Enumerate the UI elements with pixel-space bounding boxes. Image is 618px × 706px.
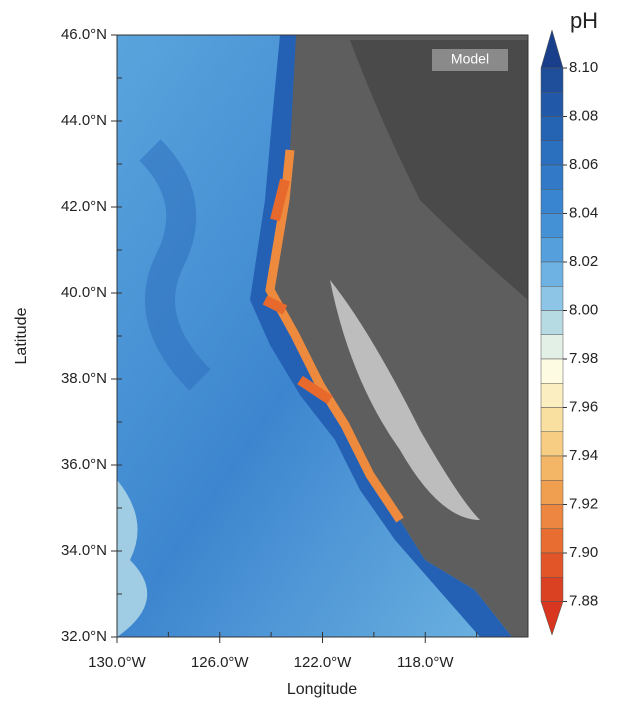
colorbar-segment bbox=[540, 189, 564, 214]
colorbar-tick-label: 8.04 bbox=[569, 204, 598, 221]
colorbar-segment bbox=[540, 552, 564, 578]
y-tick-label: 44.0°N bbox=[61, 112, 107, 129]
colorbar-tick-label: 8.08 bbox=[569, 107, 598, 124]
colorbar-segment bbox=[540, 334, 564, 360]
colorbar-tick-label: 7.94 bbox=[569, 447, 598, 464]
colorbar-tick-label: 8.02 bbox=[569, 253, 598, 270]
colorbar-tick-label: 8.06 bbox=[569, 156, 598, 173]
colorbar-segment bbox=[540, 431, 564, 457]
y-tick-label: 46.0°N bbox=[61, 26, 107, 43]
colorbar-tick-label: 8.00 bbox=[569, 301, 598, 318]
colorbar-segment bbox=[540, 383, 564, 408]
colorbar-tick-label: 7.92 bbox=[569, 495, 598, 512]
colorbar-segment bbox=[540, 164, 564, 190]
colorbar-segment bbox=[540, 261, 564, 287]
x-axis-title: Longitude bbox=[287, 681, 357, 698]
colorbar-segment bbox=[540, 67, 564, 93]
colorbar-segment bbox=[540, 358, 564, 384]
x-tick-label: 126.0°W bbox=[191, 654, 250, 671]
colorbar-segment bbox=[540, 286, 564, 311]
y-tick-label: 40.0°N bbox=[61, 284, 107, 301]
colorbar-segment bbox=[540, 92, 564, 117]
x-tick-label: 118.0°W bbox=[397, 654, 454, 671]
colorbar-segment bbox=[540, 140, 564, 166]
colorbar-tick-label: 7.98 bbox=[569, 350, 598, 367]
colorbar-segment bbox=[540, 480, 564, 505]
colorbar-tick-label: 7.96 bbox=[569, 398, 598, 415]
colorbar-title: pH bbox=[570, 8, 598, 33]
y-tick-label: 34.0°N bbox=[61, 542, 107, 559]
x-tick-label: 122.0°W bbox=[294, 654, 353, 671]
colorbar-tick-label: 7.88 bbox=[569, 592, 598, 609]
y-tick-label: 32.0°N bbox=[61, 628, 107, 645]
colorbar-segment bbox=[540, 310, 564, 335]
colorbar-segment bbox=[540, 213, 564, 238]
map-label: Model bbox=[451, 51, 489, 67]
y-tick-label: 36.0°N bbox=[61, 456, 107, 473]
colorbar-tick-label: 7.90 bbox=[569, 544, 598, 561]
colorbar-segment bbox=[540, 116, 564, 141]
x-tick-label: 130.0°W bbox=[88, 654, 147, 671]
y-axis-title: Latitude bbox=[13, 307, 30, 364]
colorbar-top bbox=[540, 29, 564, 69]
colorbar-bottom bbox=[540, 601, 564, 636]
colorbar-segment bbox=[540, 407, 564, 432]
colorbar-segment bbox=[540, 504, 564, 529]
colorbar-segment bbox=[540, 577, 564, 602]
colorbar-segment bbox=[540, 528, 564, 554]
colorbar-segment bbox=[540, 455, 564, 481]
colorbar-tick-label: 8.10 bbox=[569, 59, 598, 76]
label-box bbox=[432, 49, 508, 71]
y-tick-label: 38.0°N bbox=[61, 370, 107, 387]
map-area bbox=[117, 35, 528, 637]
y-tick-label: 42.0°N bbox=[61, 198, 107, 215]
colorbar-segment bbox=[540, 237, 564, 263]
